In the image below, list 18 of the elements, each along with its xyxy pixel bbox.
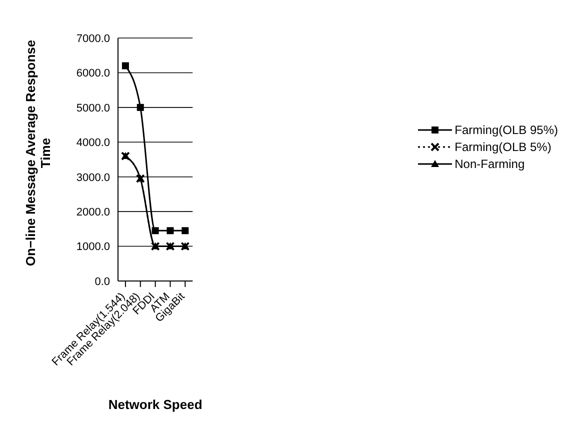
point — [152, 227, 159, 234]
y-tick-label: 7000.0 — [76, 32, 110, 45]
y-tick-label: 4000.0 — [76, 137, 110, 150]
x-axis-title: Network Speed — [108, 397, 202, 412]
y-axis-title: On−line Message Average Response Time — [23, 38, 53, 268]
y-tick-label: 0.0 — [94, 276, 110, 288]
point — [182, 227, 189, 234]
legend-label: Non-Farming — [454, 157, 525, 171]
y-tick-label: 6000.0 — [76, 68, 110, 80]
legend-label: Farming(OLB 5%) — [454, 140, 552, 154]
y-tick-label: 3000.0 — [76, 172, 110, 184]
y-tick-label: 1000.0 — [76, 241, 110, 254]
legend-label: Farming(OLB 95%) — [454, 123, 558, 137]
y-tick-label: 2000.0 — [76, 206, 110, 218]
point — [122, 62, 129, 70]
point — [136, 104, 144, 111]
point — [166, 227, 174, 234]
y-tick-label: 5000.0 — [76, 102, 110, 114]
